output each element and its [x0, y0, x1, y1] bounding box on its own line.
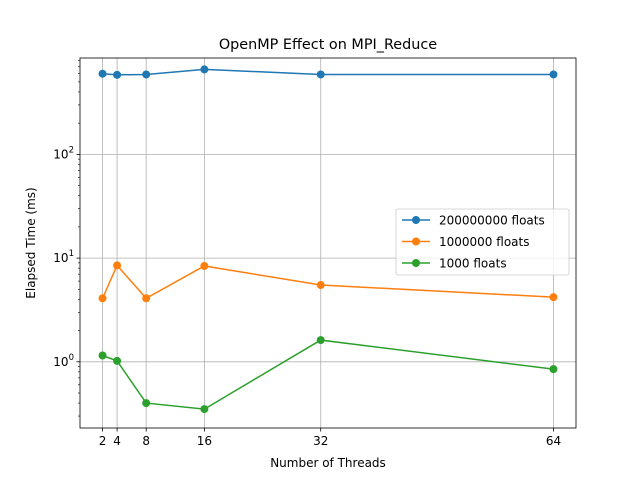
- x-tick-label: 4: [113, 434, 121, 448]
- data-point-1000-floats: [142, 399, 151, 408]
- data-point-1000-floats: [98, 351, 107, 360]
- data-point-1000000-floats: [316, 281, 325, 290]
- data-point-1000-floats: [316, 336, 325, 345]
- data-point-200000000-floats: [98, 69, 107, 78]
- legend-label: 200000000 floats: [439, 214, 545, 228]
- y-tick-label-exponent: 2: [69, 145, 74, 155]
- legend-marker: [412, 237, 420, 246]
- series-layer: [98, 65, 558, 414]
- x-tick-label: 64: [546, 434, 561, 448]
- legend-marker: [412, 216, 420, 224]
- y-tick-label-base: 10: [53, 147, 68, 161]
- legend: 200000000 floats 1000000 floats 1000 float…: [395, 208, 570, 276]
- y-axis-label: Elapsed Time (ms): [24, 187, 38, 298]
- data-point-1000000-floats: [98, 294, 107, 303]
- data-point-200000000-floats: [316, 70, 325, 79]
- data-point-200000000-floats: [113, 70, 122, 79]
- data-point-1000000-floats: [113, 261, 122, 270]
- y-tick-label: 100: [53, 353, 74, 369]
- data-point-1000-floats: [549, 365, 558, 374]
- series-line-1000000-floats: [101, 264, 554, 300]
- data-point-1000000-floats: [142, 294, 151, 303]
- x-tick-label: 16: [197, 434, 212, 448]
- data-point-200000000-floats: [549, 70, 558, 79]
- data-point-200000000-floats: [142, 70, 151, 79]
- y-tick-label-base: 10: [53, 355, 68, 369]
- legend-label: 1000000 floats: [439, 235, 529, 249]
- data-point-200000000-floats: [200, 65, 209, 74]
- x-axis-label: Number of Threads: [270, 456, 386, 470]
- x-tick-label: 2: [99, 434, 107, 448]
- data-point-1000-floats: [113, 356, 122, 365]
- legend-marker: [412, 259, 420, 267]
- y-tick-label-exponent: 1: [69, 249, 74, 259]
- chart-title: OpenMP Effect on MPI_Reduce: [219, 37, 437, 53]
- y-tick-label-exponent: 0: [69, 353, 74, 363]
- y-tick-label-base: 10: [53, 251, 68, 265]
- y-tick-label: 102: [53, 145, 74, 161]
- x-tick-label: 32: [313, 434, 328, 448]
- legend-label: 1000 floats: [439, 257, 507, 271]
- axes-frame: [79, 57, 577, 429]
- y-tick-label: 101: [53, 249, 74, 265]
- data-point-1000-floats: [200, 405, 209, 414]
- data-point-1000000-floats: [200, 261, 209, 270]
- x-tick-label: 8: [142, 434, 150, 448]
- data-point-1000000-floats: [549, 293, 558, 302]
- legend-box: [395, 208, 570, 276]
